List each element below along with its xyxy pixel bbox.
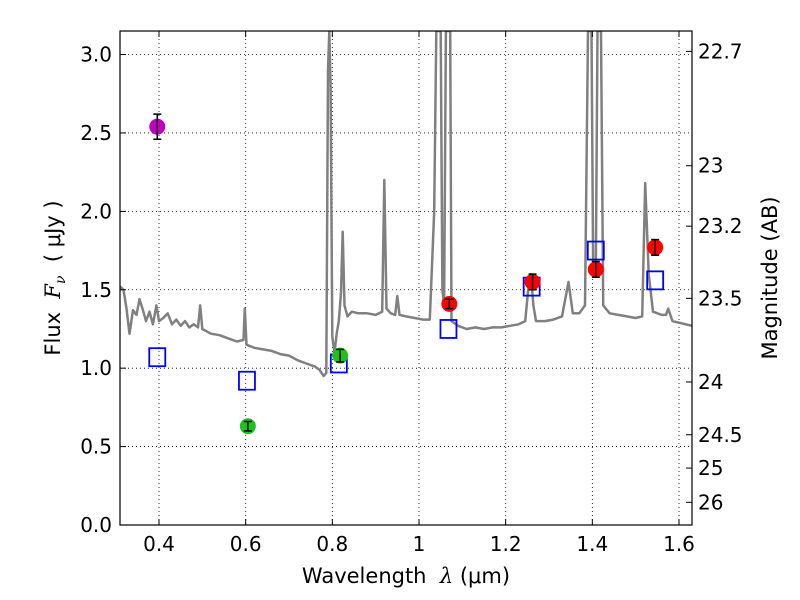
y-tick-label: 0.0 <box>80 513 112 537</box>
y-tick-label: 1.0 <box>80 356 112 380</box>
y2-tick-label: 25 <box>698 456 723 480</box>
model-square <box>238 370 256 391</box>
x-tick-label: 1.4 <box>576 532 608 556</box>
axis-ticks: 0.4 0.6 0.8 1 1.2 1.4 1.6 0.0 0.5 1.0 1.5 2.0 2.5 3.0… <box>80 31 743 556</box>
spectrum-series <box>120 31 692 378</box>
x-tick-label: 0.8 <box>316 532 348 556</box>
model-square <box>439 319 458 339</box>
y2-tick-label: 24 <box>698 370 723 394</box>
y-tick-label: 3.0 <box>80 43 112 67</box>
photometry-series <box>149 113 664 435</box>
y2-tick-label: 23 <box>698 154 723 178</box>
plot-frame <box>119 30 693 526</box>
y-tick-label: 2.5 <box>80 121 112 145</box>
y2-axis-label: Magnitude (AB) <box>758 196 782 359</box>
y2-tick-label: 26 <box>698 490 723 514</box>
y2-tick-label: 22.7 <box>698 39 743 63</box>
x-tick-label: 0.6 <box>230 532 262 556</box>
model-square <box>586 240 605 261</box>
spectrum-line <box>120 31 692 378</box>
y-tick-label: 1.5 <box>80 278 112 302</box>
model-square <box>646 270 665 291</box>
x-tick-label: 1 <box>413 532 426 556</box>
y2-tick-label: 23.2 <box>698 214 743 238</box>
model-square <box>148 347 167 368</box>
y-tick-label: 2.0 <box>80 199 112 223</box>
y2-tick-label: 24.5 <box>698 423 743 447</box>
x-tick-label: 1.6 <box>663 532 695 556</box>
y-tick-label: 0.5 <box>80 435 112 459</box>
x-tick-label: 1.2 <box>490 532 522 556</box>
grid <box>120 31 692 526</box>
y2-tick-label: 23.5 <box>698 286 743 310</box>
y-axis-label: Flux Fν ( μJy ) <box>41 200 69 355</box>
x-axis-label: Wavelength λ (μm) <box>302 564 510 588</box>
x-tick-label: 0.4 <box>143 532 175 556</box>
